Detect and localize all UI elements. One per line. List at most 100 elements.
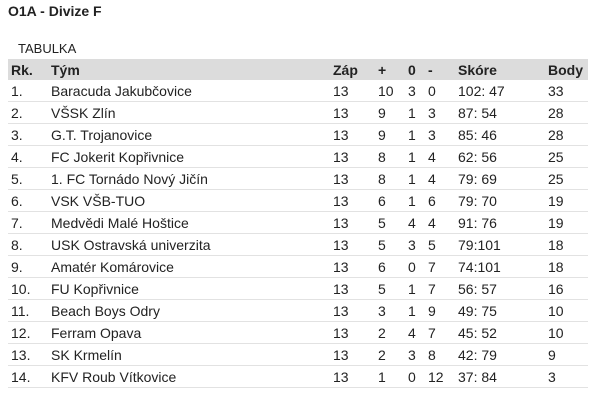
table-cell: Beach Boys Odry (48, 299, 330, 322)
table-cell: 4 (425, 167, 455, 190)
column-header: + (375, 59, 405, 80)
table-cell: 8. (8, 233, 48, 256)
table-cell: 0 (405, 255, 425, 278)
table-cell: 9 (425, 299, 455, 322)
table-cell: 79:101 (455, 233, 545, 256)
column-header: Záp (330, 59, 375, 80)
table-cell: 1 (405, 189, 425, 212)
table-cell: 91: 76 (455, 211, 545, 234)
table-cell: 7 (425, 277, 455, 300)
table-cell: 3. (8, 123, 48, 146)
table-cell: 1 (375, 365, 405, 388)
table-cell: 10 (375, 80, 405, 102)
table-cell: 3 (425, 101, 455, 124)
standings-table: Rk. Tým Záp +0- Skóre Body 1. Baracuda Jakubčo… (8, 59, 588, 388)
table-cell: 8 (375, 167, 405, 190)
table-cell: VŠSK Zlín (48, 101, 330, 124)
column-header: - (425, 59, 455, 80)
table-cell: 1 (405, 167, 425, 190)
table-cell: 33 (545, 80, 588, 102)
table-row: 8. USK Ostravská univerzita 13 5 3 5 79:101 18 (8, 233, 588, 256)
table-cell: 9. (8, 255, 48, 278)
table-cell: G.T. Trojanovice (48, 123, 330, 146)
table-cell: 2. (8, 101, 48, 124)
table-row: 3. G.T. Trojanovice 13 9 1 3 85: 46 28 (8, 123, 588, 146)
table-cell: 1 (405, 277, 425, 300)
table-cell: 42: 79 (455, 343, 545, 366)
table-cell: 1 (405, 145, 425, 168)
table-cell: 79: 69 (455, 167, 545, 190)
table-cell: 56: 57 (455, 277, 545, 300)
table-row: 11. Beach Boys Odry 13 3 1 9 49: 75 10 (8, 299, 588, 322)
table-cell: KFV Roub Vítkovice (48, 365, 330, 388)
table-cell: 2 (375, 321, 405, 344)
table-cell: 4. (8, 145, 48, 168)
table-cell: 102: 47 (455, 80, 545, 102)
table-cell: 4 (405, 321, 425, 344)
table-cell: 85: 46 (455, 123, 545, 146)
table-cell: 87: 54 (455, 101, 545, 124)
table-cell: 28 (545, 101, 588, 124)
table-cell: 12 (425, 365, 455, 388)
table-cell: 4 (425, 211, 455, 234)
table-cell: 5 (425, 233, 455, 256)
column-header: Rk. (8, 59, 48, 80)
table-cell: 6. (8, 189, 48, 212)
table-cell: 25 (545, 145, 588, 168)
table-cell: 8 (425, 343, 455, 366)
table-cell: 5 (375, 277, 405, 300)
table-row: 5. 1. FC Tornádo Nový Jičín 13 8 1 4 79: 69 25 (8, 167, 588, 190)
table-cell: 19 (545, 211, 588, 234)
table-cell: 0 (405, 365, 425, 388)
table-cell: 0 (425, 80, 455, 102)
table-row: 6. VSK VŠB-TUO 13 6 1 6 79: 70 19 (8, 189, 588, 212)
table-cell: 3 (545, 365, 588, 388)
table-cell: 18 (545, 233, 588, 256)
table-cell: 79: 70 (455, 189, 545, 212)
table-cell: 3 (405, 343, 425, 366)
table-cell: 16 (545, 277, 588, 300)
table-cell: 49: 75 (455, 299, 545, 322)
table-cell: 1. (8, 80, 48, 102)
table-row: 7. Medvědi Malé Hoštice 13 5 4 4 91: 76 19 (8, 211, 588, 234)
table-cell: 5 (375, 233, 405, 256)
table-cell: 6 (425, 189, 455, 212)
table-cell: 3 (405, 233, 425, 256)
table-cell: 13 (330, 299, 375, 322)
page-title: O1A - Divize F (8, 3, 102, 19)
table-cell: 13 (330, 343, 375, 366)
table-cell: 2 (375, 343, 405, 366)
table-row: 2. VŠSK Zlín 13 9 1 3 87: 54 28 (8, 101, 588, 124)
table-cell: 13 (330, 145, 375, 168)
table-cell: 1 (405, 123, 425, 146)
table-cell: 13 (330, 255, 375, 278)
table-cell: 4 (405, 211, 425, 234)
table-cell: 6 (375, 255, 405, 278)
table-cell: 13 (330, 80, 375, 102)
table-cell: 7. (8, 211, 48, 234)
table-cell: 18 (545, 255, 588, 278)
table-cell: 9 (375, 101, 405, 124)
section-title: TABULKA (18, 41, 77, 56)
table-cell: 5 (375, 211, 405, 234)
table-cell: 10. (8, 277, 48, 300)
table-cell: 11. (8, 299, 48, 322)
table-cell: Amatér Komárovice (48, 255, 330, 278)
table-row: 1. Baracuda Jakubčovice 13 10 3 0 102: 47 33 (8, 80, 588, 102)
table-cell: 1 (405, 299, 425, 322)
table-cell: 3 (405, 80, 425, 102)
table-cell: SK Krmelín (48, 343, 330, 366)
column-header: Body (545, 59, 588, 80)
table-cell: 5. (8, 167, 48, 190)
table-cell: 13 (330, 321, 375, 344)
table-row: 10. FU Kopřivnice 13 5 1 7 56: 57 16 (8, 277, 588, 300)
table-cell: 62: 56 (455, 145, 545, 168)
table-cell: 3 (425, 123, 455, 146)
table-cell: Medvědi Malé Hoštice (48, 211, 330, 234)
table-cell: 7 (425, 321, 455, 344)
table-cell: 9 (545, 343, 588, 366)
table-cell: Baracuda Jakubčovice (48, 80, 330, 102)
column-header: Skóre (455, 59, 545, 80)
table-cell: VSK VŠB-TUO (48, 189, 330, 212)
